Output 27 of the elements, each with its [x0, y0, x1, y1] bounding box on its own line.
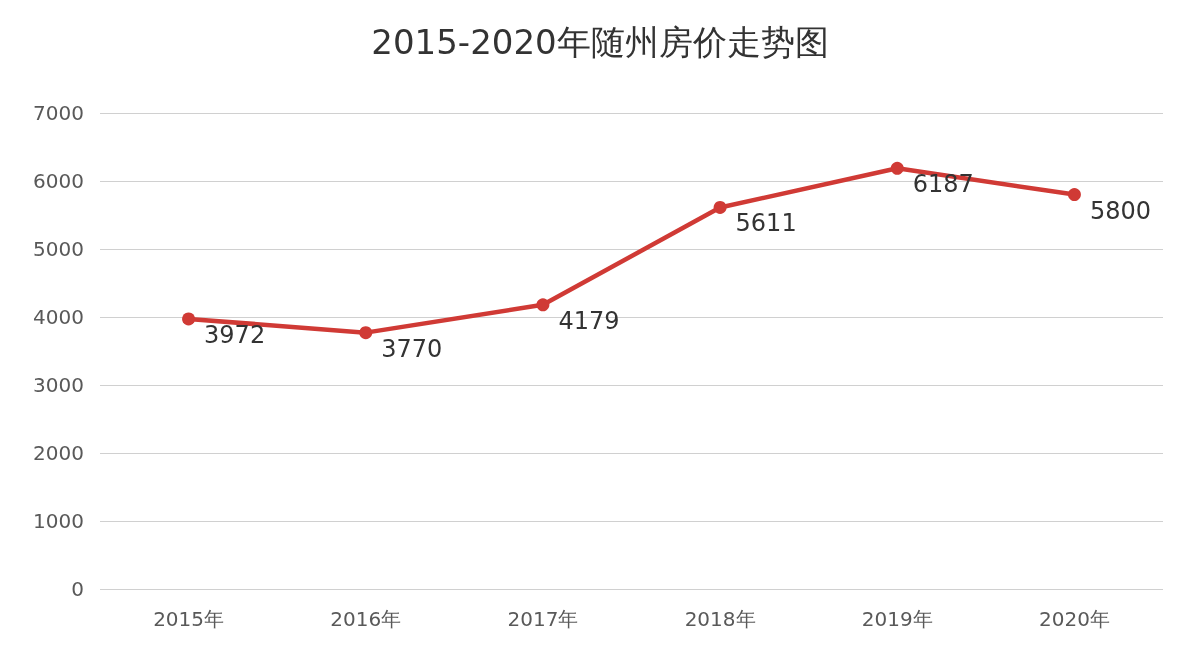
y-tick-label: 7000: [33, 101, 84, 125]
point: [890, 161, 904, 175]
y-tick-label: 0: [71, 577, 84, 601]
point: [1067, 188, 1081, 202]
y-tick-label: 6000: [33, 169, 84, 193]
point: [359, 326, 373, 340]
x-tick-label: 2019年: [861, 607, 933, 631]
y-tick-label: 4000: [33, 305, 84, 329]
data-label: 5800: [1089, 196, 1151, 225]
x-tick-label: 2020年: [1038, 607, 1110, 631]
point: [536, 298, 550, 312]
data-label: 3972: [204, 320, 266, 349]
point: [713, 200, 727, 214]
data-label: 5611: [735, 209, 797, 238]
data-label: 4179: [558, 306, 620, 335]
x-tick-label: 2017年: [507, 607, 579, 631]
chart-title: 2015-2020年随州房价走势图: [371, 22, 829, 62]
y-tick-label: 3000: [33, 373, 84, 397]
y-tick-label: 5000: [33, 237, 84, 261]
y-tick-label: 2000: [33, 441, 84, 465]
x-tick-label: 2016年: [330, 607, 402, 631]
y-tick-label: 1000: [33, 509, 84, 533]
data-label: 3770: [381, 334, 443, 363]
x-tick-label: 2018年: [684, 607, 756, 631]
x-tick-label: 2015年: [153, 607, 225, 631]
point: [182, 312, 196, 326]
data-label: 6187: [912, 170, 974, 199]
